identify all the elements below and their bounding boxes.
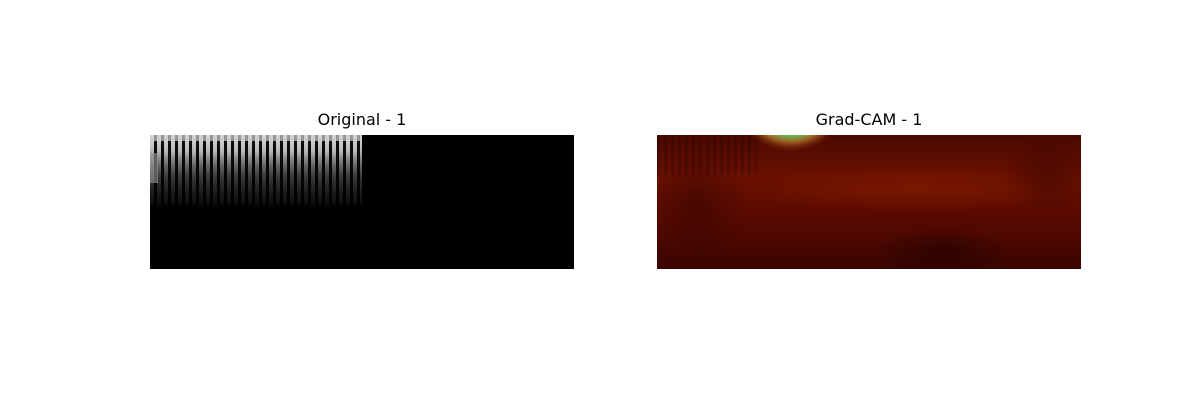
gradcam-heatmap-svg xyxy=(657,135,1081,269)
gradcam-heatmap-image xyxy=(657,135,1081,269)
original-spectrogram-image xyxy=(150,135,574,269)
original-panel-title: Original - 1 xyxy=(317,110,407,129)
original-spectrogram-svg xyxy=(150,135,574,269)
gradcam-panel-title: Grad-CAM - 1 xyxy=(815,110,923,129)
